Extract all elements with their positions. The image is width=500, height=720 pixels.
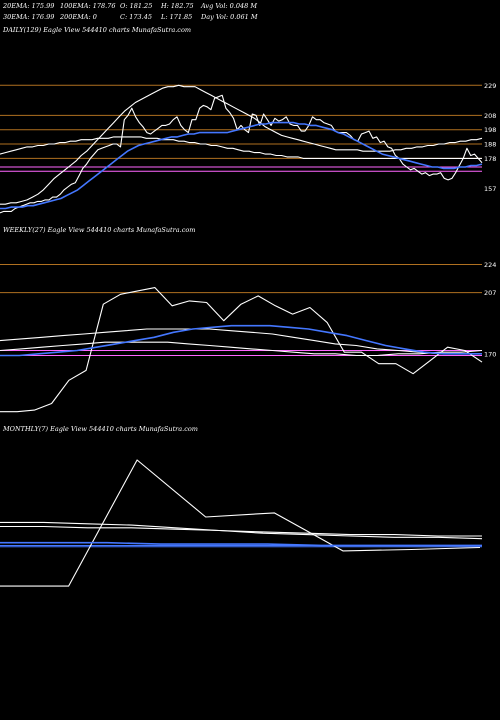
monthly-series-line-0	[0, 525, 482, 537]
monthly-series-line-1	[0, 521, 483, 540]
open-readout: O: 181.25	[120, 2, 153, 10]
ema100-readout: 100EMA: 178.76	[60, 2, 116, 10]
daily-tick-label-2: 198	[484, 126, 496, 134]
ema30-readout: 30EMA: 176.99	[3, 13, 55, 21]
day-vol-readout: Day Vol: 0.061 M	[201, 13, 258, 21]
weekly-panel-label: WEEKLY(27) Eagle View 544410 charts Muna…	[3, 226, 196, 234]
monthly-series-line-2	[0, 459, 481, 587]
low-readout: L: 171.85	[161, 13, 193, 21]
daily-tick-label-5: 157	[484, 185, 496, 193]
close-readout: C: 173.45	[120, 13, 152, 21]
ema200-readout: 200EMA: 0	[60, 13, 97, 21]
daily-series-line-3	[0, 121, 483, 210]
ema20-readout: 20EMA: 175.99	[3, 2, 55, 10]
weekly-series-line-1	[0, 328, 482, 355]
daily-series-line-2	[0, 94, 483, 214]
daily-tick-label-0: 229	[484, 82, 496, 90]
daily-panel: 229 208 198 188 178 157	[0, 82, 496, 214]
monthly-panel	[0, 459, 483, 587]
weekly-series-line-0	[0, 341, 483, 357]
weekly-series-line-2	[0, 287, 483, 413]
daily-series-line-0	[0, 84, 483, 205]
daily-series-line-1	[0, 136, 482, 159]
monthly-series-line-3	[0, 541, 482, 547]
daily-panel-label: DAILY(129) Eagle View 544410 charts Muna…	[3, 26, 192, 34]
weekly-tick-label-1: 207	[484, 289, 496, 297]
monthly-panel-label: MONTHLY(7) Eagle View 544410 charts Muna…	[3, 425, 198, 433]
daily-tick-label-4: 178	[484, 155, 496, 163]
avg-vol-readout: Avg Vol: 0.048 M	[201, 2, 258, 10]
weekly-tick-label-2: 170	[484, 350, 496, 358]
high-readout: H: 182.75	[161, 2, 194, 10]
weekly-panel: 224 207 170	[0, 261, 496, 413]
daily-tick-label-1: 208	[484, 112, 496, 120]
daily-tick-label-3: 188	[484, 141, 496, 149]
weekly-series-line-3	[0, 324, 482, 357]
weekly-tick-label-0: 224	[484, 261, 496, 269]
